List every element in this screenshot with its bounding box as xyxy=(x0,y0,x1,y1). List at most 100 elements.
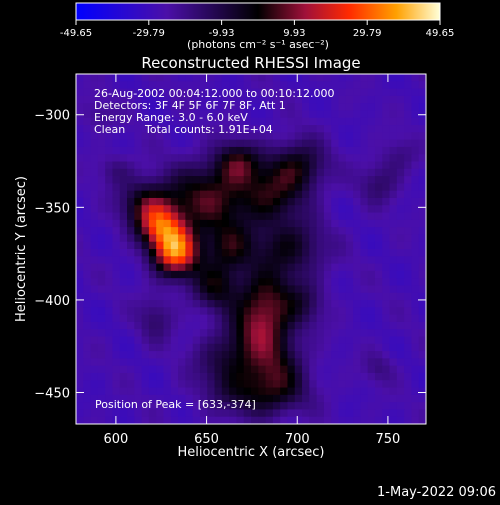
heatmap-cell xyxy=(83,307,92,316)
heatmap-cell xyxy=(199,132,208,141)
heatmap-cell xyxy=(243,402,252,411)
heatmap-cell xyxy=(367,81,376,90)
heatmap-cell xyxy=(243,336,252,345)
heatmap-cell xyxy=(192,197,201,206)
heatmap-cell xyxy=(170,307,179,316)
heatmap-cell xyxy=(396,409,405,418)
heatmap-cell xyxy=(112,139,121,148)
heatmap-cell xyxy=(119,146,128,155)
heatmap-cell xyxy=(389,292,398,301)
heatmap-cell xyxy=(302,351,310,359)
heatmap-cell xyxy=(214,409,223,418)
heatmap-cell xyxy=(127,190,135,199)
heatmap-cell xyxy=(76,168,84,177)
heatmap-cell xyxy=(119,95,128,104)
heatmap-cell xyxy=(163,161,172,170)
heatmap-cell xyxy=(148,88,157,97)
heatmap-cell xyxy=(258,197,267,206)
heatmap-cell xyxy=(265,161,274,170)
heatmap-cell xyxy=(302,190,310,199)
heatmap-cell xyxy=(90,300,99,308)
heatmap-cell xyxy=(229,358,238,367)
heatmap-cell xyxy=(353,176,361,184)
heatmap-cell xyxy=(148,270,157,279)
heatmap-cell xyxy=(178,154,186,163)
heatmap-cell xyxy=(367,263,376,272)
heatmap-cell xyxy=(221,103,230,112)
heatmap-cell xyxy=(280,190,289,199)
heatmap-cell xyxy=(83,278,92,287)
heatmap-cell xyxy=(265,103,274,112)
heatmap-cell xyxy=(156,372,165,381)
heatmap-cell xyxy=(389,161,398,170)
heatmap-cell xyxy=(382,278,391,287)
heatmap-cell xyxy=(265,249,274,257)
heatmap-cell xyxy=(76,358,84,367)
heatmap-cell xyxy=(119,351,128,359)
heatmap-cell xyxy=(382,270,391,279)
heatmap-cell xyxy=(229,270,238,279)
heatmap-cell xyxy=(112,132,121,141)
heatmap-cell xyxy=(302,336,310,345)
heatmap-cell xyxy=(396,154,405,163)
heatmap-cell xyxy=(331,205,340,214)
heatmap-cell xyxy=(353,103,361,112)
heatmap-cell xyxy=(83,219,92,228)
heatmap-cell xyxy=(192,402,201,411)
heatmap-cell xyxy=(302,270,310,279)
heatmap-cell xyxy=(163,146,172,155)
heatmap-cell xyxy=(367,394,376,403)
heatmap-cell xyxy=(112,110,121,119)
heatmap-cell xyxy=(338,241,347,250)
colorbar xyxy=(76,3,440,20)
heatmap-cell xyxy=(127,409,135,418)
heatmap-cell xyxy=(389,139,398,148)
heatmap-cell xyxy=(214,307,223,316)
heatmap-cell xyxy=(389,256,398,265)
heatmap-cell xyxy=(382,292,391,301)
heatmap-cell xyxy=(374,183,383,192)
heatmap-cell xyxy=(192,161,201,170)
heatmap-cell xyxy=(207,161,216,170)
heatmap-cell xyxy=(280,416,289,424)
heatmap-cell xyxy=(83,227,92,236)
heatmap-cell xyxy=(265,270,274,279)
heatmap-cell xyxy=(236,81,245,90)
heatmap-cell xyxy=(141,125,150,133)
heatmap-cell xyxy=(76,125,84,133)
heatmap-cell xyxy=(287,190,296,199)
heatmap-cell xyxy=(192,329,201,338)
heatmap-cell xyxy=(170,256,179,265)
heatmap-cell xyxy=(236,394,245,403)
heatmap-cell xyxy=(353,212,361,221)
heatmap-cell xyxy=(251,74,259,82)
heatmap-cell xyxy=(287,183,296,192)
heatmap-cell xyxy=(76,146,84,155)
heatmap-cell xyxy=(163,249,172,257)
heatmap-cell xyxy=(199,88,208,97)
heatmap-cell xyxy=(316,183,325,192)
heatmap-cell xyxy=(236,300,245,308)
heatmap-cell xyxy=(323,402,332,411)
heatmap-cell xyxy=(112,117,121,126)
heatmap-cell xyxy=(214,336,223,345)
heatmap-cell xyxy=(353,168,361,177)
heatmap-cell xyxy=(105,292,114,301)
heatmap-cell xyxy=(185,307,194,316)
heatmap-cell xyxy=(353,190,361,199)
heatmap-cell xyxy=(345,125,354,133)
heatmap-cell xyxy=(287,132,296,141)
heatmap-cell xyxy=(90,409,99,418)
heatmap-cell xyxy=(90,249,99,257)
heatmap-cell xyxy=(170,110,179,119)
heatmap-cell xyxy=(302,387,310,396)
heatmap-cell xyxy=(229,161,238,170)
heatmap-cell xyxy=(148,132,157,141)
heatmap-cell xyxy=(119,81,128,90)
colorbar-tick-label: -29.79 xyxy=(133,28,165,39)
heatmap-cell xyxy=(280,176,289,184)
heatmap-cell xyxy=(178,117,186,126)
heatmap-cell xyxy=(148,292,157,301)
heatmap-cell xyxy=(345,154,354,163)
heatmap-cell xyxy=(331,103,340,112)
